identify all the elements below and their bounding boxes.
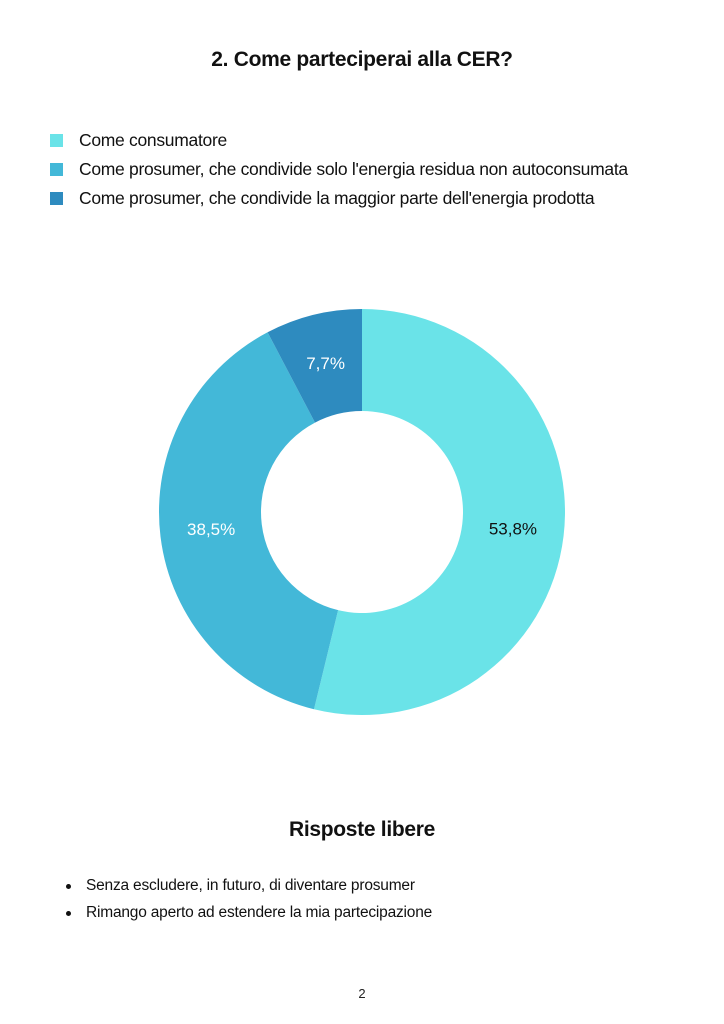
legend-label: Come prosumer, che condivide solo l'ener… [79,159,628,179]
slice-data-label: 7,7% [306,354,345,373]
legend-label: Come prosumer, che condivide la maggior … [79,188,595,208]
list-item: Rimango aperto ad estendere la mia parte… [64,899,432,926]
slice-prosumer-maggior-parte [267,309,362,423]
page-number: 2 [358,986,366,1001]
legend-swatch [50,134,63,147]
chart-legend: Come consumatore Come prosumer, che cond… [50,126,628,213]
legend-item-consumatore: Come consumatore [50,126,628,155]
chart-title: 2. Come parteciperai alla CER? [211,48,513,71]
legend-label: Come consumatore [79,130,227,150]
slice-prosumer-residua [159,332,339,710]
slice-consumatore [313,309,565,715]
section-title: Risposte libere [288,818,436,841]
answers-list: Senza escludere, in futuro, di diventare… [64,872,432,926]
slice-data-label: 53,8% [489,520,537,539]
legend-swatch [50,192,63,205]
legend-swatch [50,163,63,176]
slice-data-label: 38,5% [187,520,235,539]
legend-item-prosumer-maggior-parte: Come prosumer, che condivide la maggior … [50,184,628,213]
donut-chart: 53,8% 38,5% 7,7% [159,309,565,715]
list-item: Senza escludere, in futuro, di diventare… [64,872,432,899]
legend-item-prosumer-residua: Come prosumer, che condivide solo l'ener… [50,155,628,184]
